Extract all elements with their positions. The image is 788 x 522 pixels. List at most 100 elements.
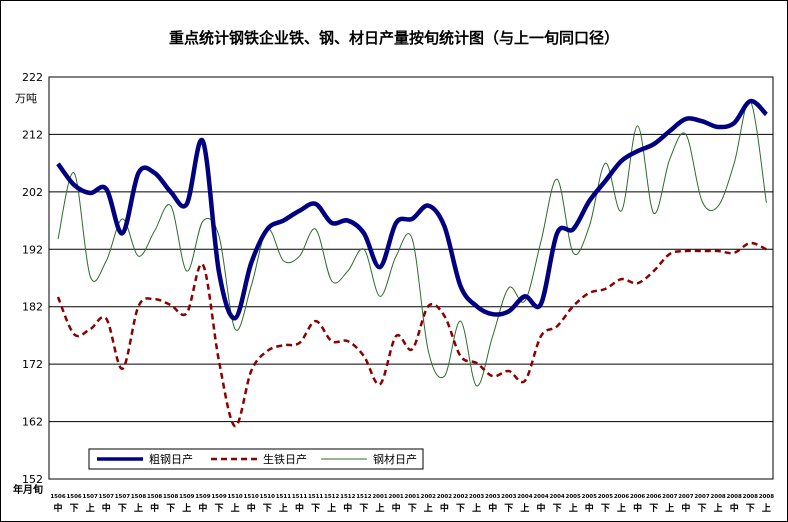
x-tick-period: 中 [536,502,545,514]
x-tick-month: 2004 [517,494,532,500]
x-tick-month: 1509 [179,494,194,500]
x-tick-month: 1511 [276,494,291,500]
x-tick-period: 上 [231,502,240,514]
x-tick-month: 2004 [549,494,564,500]
x-tick-month: 2007 [694,494,709,500]
x-tick-month: 2001 [372,494,387,500]
x-tick-month: 1510 [260,494,275,500]
x-tick-period: 中 [730,502,739,514]
x-tick-period: 中 [247,502,256,514]
x-tick-period: 中 [150,502,159,514]
x-tick-month: 2003 [501,494,516,500]
y-tick-label: 152 [22,473,43,486]
y-tick-label: 172 [22,358,43,371]
x-tick-period: 中 [53,502,62,514]
x-tick-month: 1507 [99,494,114,500]
x-tick-month: 2007 [678,494,693,500]
x-tick-month: 1512 [324,494,339,500]
y-tick-label: 202 [22,186,43,199]
x-tick-period: 下 [504,503,513,514]
y-tick-label: 162 [22,416,43,429]
x-tick-month: 1507 [115,494,130,500]
x-tick-period: 中 [633,502,642,514]
x-tick-period: 中 [585,502,594,514]
x-tick-month: 2008 [727,494,742,500]
x-tick-month: 1512 [340,494,355,500]
x-tick-month: 1510 [244,494,259,500]
x-tick-period: 下 [553,503,562,514]
x-tick-period: 上 [665,502,674,514]
x-tick-month: 2002 [421,494,436,500]
x-tick-month: 1511 [292,494,307,500]
x-tick-month: 2002 [453,494,468,500]
x-tick-period: 下 [456,503,465,514]
x-tick-period: 中 [681,502,690,514]
y-axis-label: 万吨 [15,92,37,105]
x-tick-period: 上 [617,502,626,514]
series-line-1 [56,98,768,321]
x-tick-month: 1506 [66,494,81,500]
x-tick-period: 中 [102,502,111,514]
x-tick-period: 中 [343,502,352,514]
x-tick-month: 1508 [147,494,162,500]
x-tick-period: 下 [166,503,175,514]
x-tick-month: 2008 [759,494,774,500]
x-tick-period: 上 [472,502,481,514]
y-tick-label: 182 [22,301,43,314]
x-tick-period: 中 [488,502,497,514]
y-tick-label: 192 [22,243,43,256]
x-tick-month: 2007 [662,494,677,500]
x-tick-month: 1508 [163,494,178,500]
x-tick-month: 2005 [582,494,597,500]
x-tick-period: 上 [375,502,384,514]
x-tick-month: 2003 [485,494,500,500]
x-tick-month: 2008 [743,494,758,500]
y-tick-label: 222 [22,71,43,84]
x-tick-month: 1509 [195,494,210,500]
x-tick-period: 中 [440,502,449,514]
x-tick-month: 1510 [227,494,242,500]
x-tick-month: 1512 [356,494,371,500]
x-tick-period: 上 [86,502,95,514]
chart-title: 重点统计钢铁企业铁、钢、材日产量按旬统计图（与上一旬同口径） [168,29,619,47]
x-tick-period: 下 [263,503,272,514]
legend-label: 钢材日产 [373,452,417,466]
x-tick-period: 下 [408,503,417,514]
x-axis-label: 年月旬 [13,483,43,496]
x-tick-month: 1509 [211,494,226,500]
x-tick-month: 2001 [405,494,420,500]
x-tick-period: 上 [569,502,578,514]
x-tick-month: 2004 [533,494,548,500]
series-line-2 [56,241,767,428]
x-tick-month: 1511 [308,494,323,500]
legend-label: 生铁日产 [263,452,307,466]
x-tick-month: 2005 [598,494,613,500]
x-tick-period: 下 [697,503,706,514]
x-tick-period: 下 [359,503,368,514]
x-tick-period: 上 [714,502,723,514]
legend-label: 粗钢日产 [149,452,193,466]
x-tick-period: 上 [279,502,288,514]
x-tick-period: 下 [311,503,320,514]
x-tick-period: 上 [327,502,336,514]
x-tick-month: 2006 [646,494,661,500]
series-line-3 [57,100,767,387]
x-tick-month: 2006 [614,494,629,500]
x-tick-month: 2005 [566,494,581,500]
x-tick-period: 上 [182,502,191,514]
x-tick-month: 1508 [131,494,146,500]
x-tick-period: 下 [214,503,223,514]
x-tick-month: 2008 [710,494,725,500]
x-tick-month: 1507 [83,494,98,500]
x-tick-period: 中 [198,502,207,514]
x-tick-month: 2002 [437,494,452,500]
y-tick-label: 212 [22,128,43,141]
x-tick-period: 下 [649,503,658,514]
x-tick-period: 上 [134,502,143,514]
x-tick-period: 下 [746,503,755,514]
x-tick-month: 2001 [388,494,403,500]
x-tick-month: 2006 [630,494,645,500]
x-tick-period: 中 [392,502,401,514]
